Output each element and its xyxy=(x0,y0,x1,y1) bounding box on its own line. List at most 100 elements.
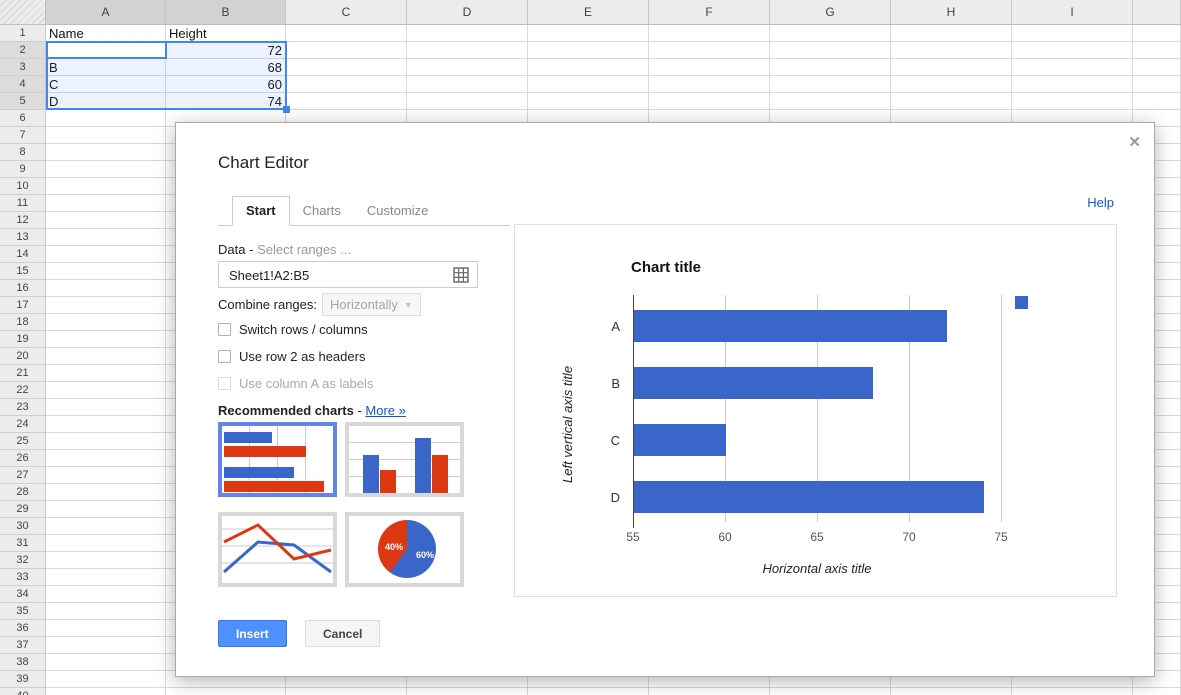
cell[interactable] xyxy=(1133,25,1181,42)
cell[interactable] xyxy=(891,59,1012,76)
tab-customize[interactable]: Customize xyxy=(366,203,429,218)
cell[interactable] xyxy=(46,348,166,365)
close-icon[interactable]: ✕ xyxy=(1128,134,1141,151)
row-header-10[interactable]: 10 xyxy=(0,178,46,195)
row-header-9[interactable]: 9 xyxy=(0,161,46,178)
cell[interactable] xyxy=(407,93,528,110)
row-header-35[interactable]: 35 xyxy=(0,603,46,620)
row-header-33[interactable]: 33 xyxy=(0,569,46,586)
cell[interactable] xyxy=(770,25,891,42)
cell[interactable]: Name xyxy=(46,25,166,42)
cell[interactable] xyxy=(528,93,649,110)
cell[interactable]: 74 xyxy=(166,93,286,110)
cell[interactable] xyxy=(1012,25,1133,42)
range-input[interactable]: Sheet1!A2:B5 xyxy=(218,261,478,288)
cell[interactable]: Height xyxy=(166,25,286,42)
row-header-8[interactable]: 8 xyxy=(0,144,46,161)
cell[interactable] xyxy=(528,76,649,93)
row-header-28[interactable]: 28 xyxy=(0,484,46,501)
cell[interactable] xyxy=(46,297,166,314)
cell[interactable] xyxy=(891,688,1012,695)
cell[interactable] xyxy=(46,603,166,620)
row-header-23[interactable]: 23 xyxy=(0,399,46,416)
cell[interactable] xyxy=(286,25,407,42)
cell[interactable] xyxy=(46,314,166,331)
cell[interactable]: 60 xyxy=(166,76,286,93)
cell[interactable] xyxy=(770,42,891,59)
cell[interactable] xyxy=(46,518,166,535)
row-header-15[interactable]: 15 xyxy=(0,263,46,280)
row-header-21[interactable]: 21 xyxy=(0,365,46,382)
cell[interactable] xyxy=(46,467,166,484)
cell[interactable] xyxy=(46,416,166,433)
row-header-14[interactable]: 14 xyxy=(0,246,46,263)
row-header-12[interactable]: 12 xyxy=(0,212,46,229)
cell[interactable] xyxy=(46,552,166,569)
cell[interactable] xyxy=(46,671,166,688)
cell[interactable] xyxy=(407,76,528,93)
cell[interactable] xyxy=(770,688,891,695)
cell[interactable] xyxy=(46,569,166,586)
cell[interactable] xyxy=(286,42,407,59)
selection-fill-handle[interactable] xyxy=(283,106,290,113)
cell[interactable] xyxy=(46,331,166,348)
cell[interactable] xyxy=(649,93,770,110)
row-header-4[interactable]: 4 xyxy=(0,76,46,93)
cell[interactable] xyxy=(891,93,1012,110)
cell[interactable] xyxy=(649,76,770,93)
cell[interactable] xyxy=(46,450,166,467)
column-header-I[interactable]: I xyxy=(1012,0,1133,25)
column-header-E[interactable]: E xyxy=(528,0,649,25)
column-header-F[interactable]: F xyxy=(649,0,770,25)
cell[interactable] xyxy=(1133,93,1181,110)
cell[interactable] xyxy=(46,161,166,178)
cell[interactable] xyxy=(407,42,528,59)
column-header-B[interactable]: B xyxy=(166,0,286,25)
row-header-2[interactable]: 2 xyxy=(0,42,46,59)
tab-charts[interactable]: Charts xyxy=(302,203,341,218)
cell[interactable] xyxy=(46,382,166,399)
cell[interactable] xyxy=(770,76,891,93)
cell[interactable] xyxy=(1012,93,1133,110)
row-header-11[interactable]: 11 xyxy=(0,195,46,212)
row-header-3[interactable]: 3 xyxy=(0,59,46,76)
cell[interactable] xyxy=(1012,59,1133,76)
cell[interactable] xyxy=(46,501,166,518)
cell[interactable] xyxy=(407,688,528,695)
cell[interactable] xyxy=(407,59,528,76)
tab-start[interactable]: Start xyxy=(232,196,290,226)
horizontal-bar-chart-thumbnail[interactable] xyxy=(218,422,337,497)
cell[interactable]: D xyxy=(46,93,166,110)
row-header-6[interactable]: 6 xyxy=(0,110,46,127)
cell[interactable] xyxy=(528,688,649,695)
cell[interactable] xyxy=(649,688,770,695)
cell[interactable] xyxy=(46,110,166,127)
cell[interactable] xyxy=(528,59,649,76)
row-header-1[interactable]: 1 xyxy=(0,25,46,42)
cell[interactable] xyxy=(46,688,166,695)
cell[interactable] xyxy=(46,586,166,603)
row-header-36[interactable]: 36 xyxy=(0,620,46,637)
cell[interactable] xyxy=(770,93,891,110)
cell[interactable] xyxy=(286,688,407,695)
cell[interactable] xyxy=(46,212,166,229)
cell[interactable] xyxy=(46,654,166,671)
cell[interactable] xyxy=(46,484,166,501)
cell[interactable]: B xyxy=(46,59,166,76)
cell[interactable]: C xyxy=(46,76,166,93)
cell[interactable] xyxy=(1133,42,1181,59)
cell[interactable] xyxy=(46,365,166,382)
row-header-38[interactable]: 38 xyxy=(0,654,46,671)
cell[interactable] xyxy=(46,535,166,552)
cell[interactable] xyxy=(1133,59,1181,76)
row-header-32[interactable]: 32 xyxy=(0,552,46,569)
column-header-D[interactable]: D xyxy=(407,0,528,25)
cell[interactable] xyxy=(46,620,166,637)
row-header-30[interactable]: 30 xyxy=(0,518,46,535)
cell[interactable] xyxy=(46,195,166,212)
row-header-37[interactable]: 37 xyxy=(0,637,46,654)
cell[interactable] xyxy=(649,25,770,42)
cell[interactable] xyxy=(649,42,770,59)
select-range-grid-icon[interactable] xyxy=(453,267,469,288)
row-header-40[interactable]: 40 xyxy=(0,688,46,695)
